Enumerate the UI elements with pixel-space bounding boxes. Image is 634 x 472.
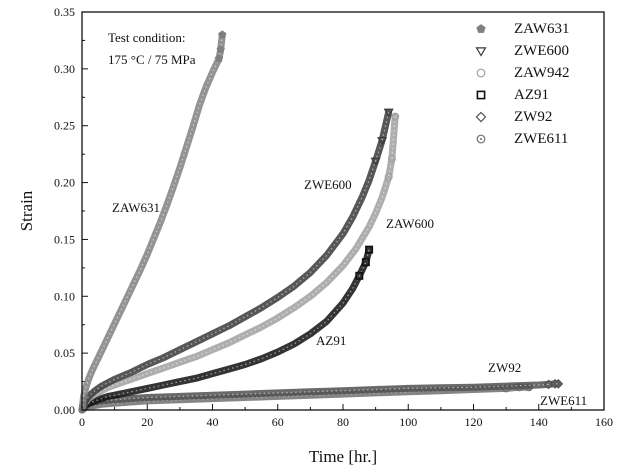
legend-label-zaw631: ZAW631: [514, 21, 569, 37]
x-tick-label: 0: [79, 415, 85, 429]
legend-label-az91: AZ91: [514, 87, 549, 103]
data-point: [553, 378, 564, 389]
test-condition-value: 175 °C / 75 MPa: [108, 52, 196, 67]
data-point: [387, 154, 396, 163]
plot-frame: [81, 11, 605, 411]
y-axis-title: Strain: [17, 190, 36, 231]
data-point: [214, 54, 224, 63]
x-axis-title: Time [hr.]: [309, 447, 377, 466]
series-band-texture: [81, 111, 390, 411]
data-point: [355, 271, 364, 280]
curve-label-zaw600: ZAW600: [386, 216, 434, 231]
series-band: [78, 31, 226, 414]
y-tick-label: 0.05: [54, 346, 75, 360]
y-tick-label: 0.00: [54, 403, 75, 417]
series-band-texture: [81, 116, 396, 411]
legend-label-zwe611: ZWE611: [514, 131, 568, 147]
curve-label-zwe611: ZWE611: [540, 393, 587, 408]
series-zaw942: [78, 112, 400, 414]
legend-marker-zwe600: [475, 47, 487, 57]
data-point: [384, 172, 393, 181]
y-tick-label: 0.30: [54, 62, 75, 76]
data-point: [216, 45, 225, 54]
y-tick-label: 0.20: [54, 176, 75, 190]
x-tick-label: 60: [272, 415, 284, 429]
x-tick-label: 100: [399, 415, 417, 429]
series-zaw631: [78, 30, 227, 414]
x-tick-label: 40: [207, 415, 219, 429]
curve-label-zaw631: ZAW631: [112, 200, 160, 215]
curve-label-zw92: ZW92: [488, 360, 521, 375]
series-zwe600: [78, 108, 394, 414]
y-tick-label: 0.35: [54, 5, 75, 19]
curve-label-zwe600: ZWE600: [304, 177, 352, 192]
data-point: [550, 378, 560, 389]
legend: ZAW631 ZWE600 ZAW942 AZ91 ZW92 ZWE611: [475, 21, 569, 147]
x-tick-label: 80: [337, 415, 349, 429]
y-tick-label: 0.25: [54, 119, 75, 133]
x-tick-label: 160: [595, 415, 613, 429]
test-condition-text: Test condition:: [108, 30, 185, 45]
legend-label-zwe600: ZWE600: [514, 43, 569, 59]
data-point: [365, 245, 374, 254]
x-tick-label: 140: [530, 415, 548, 429]
legend-marker-az91: [476, 90, 486, 100]
series-band-texture: [81, 383, 559, 411]
legend-label-zaw942: ZAW942: [514, 65, 569, 81]
data-point: [370, 157, 381, 167]
legend-marker-zaw942: [476, 68, 486, 78]
legend-marker-zwe611: [476, 134, 486, 144]
series-az91: [78, 245, 374, 414]
series-band-texture: [81, 249, 370, 411]
legend-label-zw92: ZW92: [514, 109, 552, 125]
curve-label-az91: AZ91: [316, 333, 346, 348]
data-point: [391, 112, 400, 121]
axis-ticks: 0 20 40 60 80 100 120 140 160 0.00 0.05 0.10 0.15 0.2…: [54, 5, 613, 429]
series-layer: [78, 30, 564, 414]
data-point: [377, 137, 388, 146]
y-tick-label: 0.10: [54, 289, 75, 303]
data-point: [218, 30, 227, 39]
curve-labels: ZAW631 ZWE600 ZAW600 AZ91 ZW92 ZWE611: [112, 177, 587, 408]
y-tick-label: 0.15: [54, 232, 75, 246]
legend-marker-zaw631: [476, 24, 486, 33]
legend-marker-zw92: [475, 111, 487, 123]
data-point: [361, 258, 370, 267]
x-tick-label: 20: [141, 415, 153, 429]
data-point: [383, 108, 394, 118]
x-tick-label: 120: [465, 415, 483, 429]
